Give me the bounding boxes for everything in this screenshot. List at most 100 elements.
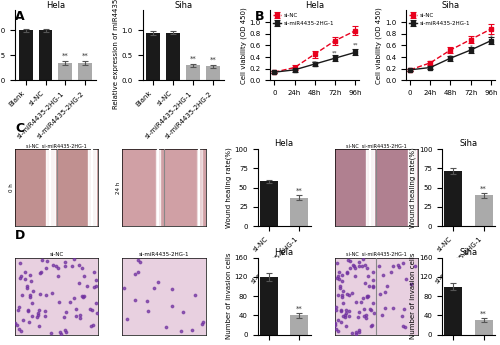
Point xyxy=(78,293,86,299)
Text: *: * xyxy=(490,35,492,40)
Point xyxy=(343,270,351,276)
Point xyxy=(370,300,378,305)
Point xyxy=(17,328,25,334)
Point xyxy=(36,308,44,313)
Point xyxy=(338,278,346,283)
Point xyxy=(344,257,351,263)
Point xyxy=(15,326,23,332)
Point xyxy=(34,313,42,318)
Point xyxy=(362,315,370,320)
Point xyxy=(24,308,32,314)
Point xyxy=(400,261,407,266)
Legend: si-NC, si-miR4435-2HG-1: si-NC, si-miR4435-2HG-1 xyxy=(409,13,470,26)
Point xyxy=(60,314,68,320)
Point xyxy=(394,263,402,268)
Point xyxy=(42,293,50,298)
Point xyxy=(36,324,44,329)
Y-axis label: Number of invasion cells: Number of invasion cells xyxy=(226,253,232,339)
Point xyxy=(136,259,144,264)
Point xyxy=(80,294,88,299)
Point xyxy=(134,257,141,263)
Point xyxy=(337,308,345,314)
Point xyxy=(36,270,44,276)
Point xyxy=(90,323,98,328)
Point xyxy=(56,329,64,335)
Point xyxy=(123,316,131,322)
Point xyxy=(14,307,22,313)
Bar xyxy=(444,171,462,226)
Point xyxy=(338,293,346,298)
Point xyxy=(190,292,198,298)
Point xyxy=(12,323,20,328)
Point xyxy=(70,296,78,301)
Point xyxy=(349,262,357,267)
Point xyxy=(352,329,360,335)
Point xyxy=(381,305,389,310)
Point xyxy=(364,294,372,299)
Point xyxy=(398,313,406,319)
Point xyxy=(62,309,70,315)
Point xyxy=(388,306,396,311)
Point xyxy=(54,299,62,305)
Point xyxy=(359,296,367,301)
Title: Siha: Siha xyxy=(442,1,460,10)
Point xyxy=(68,263,76,269)
Y-axis label: Cell viability (OD 450): Cell viability (OD 450) xyxy=(240,7,246,84)
Point xyxy=(38,257,46,263)
Point xyxy=(362,313,370,318)
Text: **: ** xyxy=(480,311,487,317)
Point xyxy=(56,331,64,337)
Point xyxy=(76,262,84,267)
Point xyxy=(92,277,100,283)
Point xyxy=(150,285,158,290)
Point xyxy=(351,274,359,279)
Point xyxy=(338,300,346,306)
Point xyxy=(363,265,371,270)
Point xyxy=(198,321,205,327)
Point xyxy=(22,283,30,288)
Point xyxy=(28,278,36,283)
Point xyxy=(345,309,353,314)
Point xyxy=(352,299,360,305)
Text: C: C xyxy=(15,122,24,136)
Text: **: ** xyxy=(332,51,338,56)
Text: **: ** xyxy=(190,55,196,61)
Point xyxy=(354,259,362,265)
Point xyxy=(345,293,353,298)
Point xyxy=(338,273,346,278)
Point xyxy=(199,319,207,324)
Point xyxy=(72,306,80,312)
Point xyxy=(368,323,376,328)
Point xyxy=(366,306,374,312)
Point xyxy=(28,300,36,306)
Point xyxy=(355,329,363,335)
Point xyxy=(335,276,343,281)
Point xyxy=(79,294,87,300)
Point xyxy=(40,309,48,314)
Point xyxy=(348,330,356,335)
Bar xyxy=(444,287,462,335)
Point xyxy=(342,313,349,318)
Point xyxy=(360,306,368,312)
Y-axis label: Wound healing rate(%): Wound healing rate(%) xyxy=(225,147,232,228)
Point xyxy=(336,283,344,288)
Title: Hela: Hela xyxy=(305,1,324,10)
Text: **: ** xyxy=(296,188,302,194)
Bar xyxy=(260,277,278,335)
Point xyxy=(365,283,373,288)
Y-axis label: Relative expression of miR4435-2HG: Relative expression of miR4435-2HG xyxy=(113,0,119,109)
Y-axis label: Wound healing rate(%): Wound healing rate(%) xyxy=(410,147,416,228)
Point xyxy=(61,327,69,333)
Title: Siha: Siha xyxy=(460,139,477,148)
Point xyxy=(334,292,342,297)
Point xyxy=(15,304,23,309)
Point xyxy=(188,327,196,332)
Point xyxy=(18,292,26,297)
Point xyxy=(78,265,86,270)
Title: Hela: Hela xyxy=(274,139,293,148)
Bar xyxy=(474,195,492,226)
Point xyxy=(168,304,176,309)
Text: **: ** xyxy=(352,43,358,48)
Point xyxy=(76,313,84,318)
Point xyxy=(338,319,345,325)
